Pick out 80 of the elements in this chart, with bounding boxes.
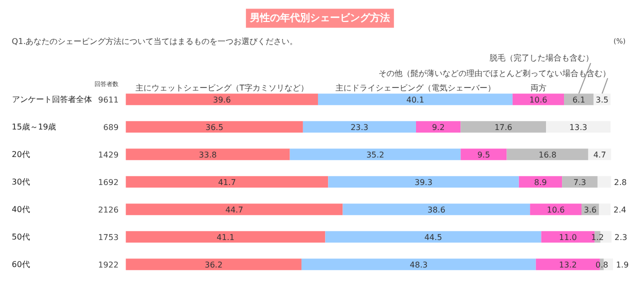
- y-tick-label: 20代: [12, 150, 30, 159]
- data-label: 39.3: [414, 178, 432, 187]
- y-tick-label: 30代: [12, 177, 30, 186]
- bar: [460, 148, 507, 160]
- bar: [562, 176, 598, 188]
- series-label: その他（髭が薄いなどの理由でほとんど剃ってない場合も含む）: [378, 68, 611, 78]
- data-label: 7.3: [573, 178, 586, 187]
- bar: [546, 121, 611, 133]
- bar: [301, 258, 536, 270]
- series-label: 両方: [530, 83, 546, 92]
- data-label: 33.8: [198, 150, 217, 160]
- data-label: 36.2: [204, 260, 223, 270]
- data-label: 6.1: [572, 95, 586, 104]
- data-label: 3.6: [584, 205, 597, 214]
- data-label: 11.0: [558, 232, 577, 242]
- bar: [530, 204, 582, 216]
- bar: [126, 258, 302, 270]
- text: 2126: [98, 205, 119, 214]
- data-label: 16.8: [538, 150, 556, 160]
- text: 689: [103, 122, 119, 132]
- text: 1692: [98, 178, 119, 187]
- data-label: 44.5: [424, 232, 442, 242]
- data-label: 35.2: [366, 150, 384, 160]
- y-tick-label: 40代: [12, 204, 30, 214]
- data-label: 41.7: [218, 178, 236, 187]
- text: 脱毛（完了した場合も含む）: [490, 54, 594, 63]
- bar: [126, 94, 318, 106]
- data-label: 3.5: [596, 95, 608, 104]
- bar: [126, 148, 290, 160]
- bar: [342, 204, 530, 216]
- text: 1922: [98, 260, 119, 270]
- data-label: 41.1: [216, 232, 234, 242]
- bar: [318, 94, 513, 106]
- series-label: 主にウェットシェービング（T字カミソリなど）: [135, 83, 308, 92]
- bar: [325, 231, 542, 243]
- y-tick-label: 50代: [12, 232, 30, 242]
- text: 9611: [98, 95, 119, 104]
- bar: [126, 176, 328, 188]
- data-label: 48.3: [410, 260, 428, 270]
- data-label: 8.9: [534, 178, 547, 187]
- bar: [460, 121, 546, 133]
- data-label: 39.6: [212, 95, 231, 104]
- data-label: 9.5: [477, 150, 490, 160]
- bar: [290, 148, 461, 160]
- text: 1753: [98, 232, 119, 242]
- data-label: 10.6: [529, 95, 548, 104]
- data-label: 17.6: [494, 122, 512, 132]
- chart-title: 男性の年代別シェービング方法: [248, 12, 390, 24]
- bar: [598, 176, 612, 188]
- bar: [598, 204, 611, 216]
- series-label: 主にドライシェービング（電気シェーバー）: [335, 83, 496, 92]
- data-label: 44.7: [225, 205, 244, 214]
- bar: [328, 176, 519, 188]
- bar: [126, 204, 343, 216]
- bar: [506, 148, 588, 160]
- data-label: 9.2: [432, 122, 445, 132]
- data-label: 2.4: [614, 205, 626, 214]
- chart-subtitle: Q1.あなたのシェービング方法について当てはまるものを一つお選びください。: [12, 37, 298, 46]
- data-label: 13.2: [558, 260, 577, 270]
- data-label: 1.9: [616, 260, 629, 270]
- bar: [126, 231, 326, 243]
- data-label: 4.7: [593, 150, 606, 160]
- data-label: 38.6: [427, 205, 446, 214]
- data-label: 13.3: [569, 122, 588, 132]
- y-tick-label: アンケート回答者全体: [12, 94, 92, 104]
- y-tick-label: 60代: [12, 260, 30, 269]
- y-tick-label: 15歳～19歳: [12, 122, 56, 132]
- data-label: 36.5: [205, 122, 224, 132]
- text: 1429: [98, 150, 119, 160]
- bar: [518, 176, 562, 188]
- bar: [302, 121, 416, 133]
- data-label: 2.8: [614, 178, 627, 187]
- data-label: 0.8: [596, 260, 608, 270]
- data-label: 2.3: [614, 232, 628, 242]
- data-label: 10.6: [546, 205, 565, 214]
- bar: [512, 94, 564, 106]
- bar: [416, 121, 461, 133]
- data-label: 40.1: [406, 95, 424, 104]
- data-label: 23.3: [350, 122, 368, 132]
- bar: [126, 121, 303, 133]
